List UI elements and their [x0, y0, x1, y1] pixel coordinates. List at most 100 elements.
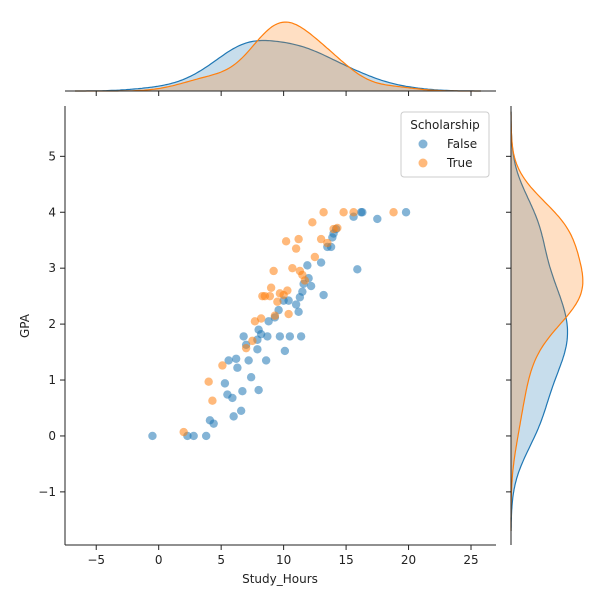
scatter-point-false [238, 387, 247, 396]
scatter-point-false [298, 287, 307, 296]
y-axis-label: GPA [18, 313, 32, 338]
scatter-point-false [233, 363, 242, 372]
scatter-point-false [244, 356, 253, 365]
scatter-point-true [248, 336, 257, 346]
scatter-point-false [229, 412, 238, 421]
y-tick-label: −1 [38, 485, 56, 499]
scatter-point-false [246, 373, 256, 382]
y-tick-label: 5 [48, 149, 56, 163]
scatter-point-true [250, 317, 260, 326]
top-kde-fill-true [75, 22, 481, 92]
scatter-point-true [204, 377, 213, 386]
legend: Scholarship False True [400, 111, 490, 178]
scatter-point-false [316, 258, 326, 267]
x-tick-label: 20 [401, 553, 416, 567]
scatter-point-false [254, 385, 263, 395]
scatter-point-false [201, 431, 211, 441]
scatter-point-false [296, 332, 306, 341]
right-kde-curve-true [510, 111, 584, 531]
scatter-point-false [358, 208, 367, 217]
scatter-point-false [264, 317, 273, 326]
y-tick-label: 0 [48, 429, 56, 443]
scatter-point-true [270, 311, 280, 320]
scatter-point-true [389, 208, 398, 217]
right-kde-curve-false [510, 111, 569, 531]
scatter-point-true [294, 234, 303, 244]
x-tick-label: −5 [87, 553, 105, 567]
scatter-point-true [310, 252, 320, 262]
scatter-point-true [281, 237, 291, 246]
scatter-point-false [280, 346, 290, 356]
scatter-point-false [353, 265, 362, 274]
x-tick-label: 25 [463, 553, 478, 567]
y-tick-label: 4 [48, 205, 56, 219]
y-tick-label: 3 [48, 261, 56, 275]
scatter-point-true [218, 361, 227, 370]
legend-label-true: True [446, 156, 473, 170]
legend-marker-false [418, 139, 428, 149]
scatter-point-false [189, 431, 198, 441]
scatter-point-false [263, 332, 272, 341]
top-kde-fill-false [75, 40, 481, 91]
scatter-point-true [179, 427, 188, 437]
tick-marks: −5 0 5 10 15 20 25 −1 0 1 2 3 4 5 [38, 91, 511, 567]
scatter-point-false [306, 281, 316, 291]
scatter-point-true [266, 283, 276, 292]
y-tick-label: 1 [48, 373, 56, 387]
x-axis-label: Study_Hours [242, 572, 318, 586]
x-tick-label: 0 [155, 553, 163, 567]
right-kde-fill-true [511, 111, 583, 531]
scatter-point-false [275, 332, 285, 341]
scatter-point-false [284, 296, 293, 305]
scatter-point-false [401, 208, 411, 217]
scatter-point-false [228, 393, 237, 403]
scatter-point-true [208, 396, 217, 405]
x-tick-label: 10 [276, 553, 291, 567]
x-tick-label: 15 [338, 553, 353, 567]
scatter-point-true [241, 343, 251, 353]
legend-title: Scholarship [410, 118, 480, 132]
legend-marker-true [418, 158, 428, 168]
top-marginal-kde [75, 21, 481, 92]
scatter-point-true [265, 291, 275, 301]
scatter-point-false [291, 300, 301, 309]
scatter-point-true [323, 238, 332, 248]
scatter-point-true [339, 208, 348, 217]
scatter-point-false [224, 356, 233, 365]
scatter-point-true [288, 263, 297, 273]
scatter-point-false [209, 419, 218, 428]
x-tick-label: 5 [217, 553, 225, 567]
right-marginal-kde [510, 111, 584, 531]
legend-label-false: False [447, 137, 477, 151]
top-kde-curve-true [75, 21, 481, 92]
scatter-point-true [291, 244, 301, 253]
scatter-point-true [300, 276, 310, 285]
scatter-point-false [148, 431, 157, 441]
top-kde-curve-false [75, 39, 481, 92]
scatter-point-false [319, 290, 328, 300]
scatter-point-false [261, 356, 271, 365]
scatter-point-true [308, 218, 317, 227]
scatter-point-true [284, 309, 293, 319]
scatter-points [148, 208, 411, 441]
scatter-point-true [349, 208, 358, 217]
scatter-point-false [236, 406, 246, 415]
scatter-point-false [373, 214, 382, 224]
scatter-point-false [231, 354, 241, 363]
scatter-point-true [283, 286, 292, 295]
scatter-point-false [294, 307, 303, 316]
y-tick-label: 2 [48, 317, 56, 331]
scatter-point-false [239, 332, 248, 341]
scatter-point-true [273, 297, 282, 306]
scatter-point-false [253, 345, 262, 354]
scatter-point-true [269, 266, 278, 276]
scatter-point-true [256, 314, 266, 323]
main-axes [64, 90, 512, 546]
right-kde-fill-false [511, 111, 568, 531]
scatter-point-false [285, 332, 295, 341]
scatter-point-false [220, 379, 230, 388]
scatter-point-false [303, 261, 312, 270]
scatter-point-true [319, 208, 328, 217]
scatter-point-true [316, 234, 326, 244]
